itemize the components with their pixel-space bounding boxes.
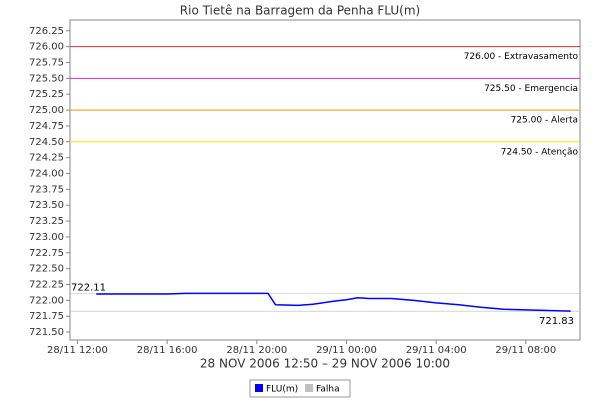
y-tick-label: 721.75 [29,311,64,322]
chart-title: Rio Tietê na Barragem da Penha FLU(m) [180,4,420,18]
x-tick-label: 28/11 20:00 [226,345,287,356]
x-axis-label: 28 NOV 2006 12:50 – 29 NOV 2006 10:00 [200,357,450,371]
threshold-label: 725.50 - Emergencia [484,84,578,94]
y-tick-label: 723.50 [29,200,64,211]
y-tick-label: 723.00 [29,232,64,243]
y-tick-label: 725.75 [29,57,64,68]
plot-area [69,19,581,341]
x-tick-label: 29/11 04:00 [406,345,467,356]
y-tick-label: 722.75 [29,248,64,259]
x-tick-label: 29/11 08:00 [495,345,556,356]
y-tick-label: 725.00 [29,105,64,116]
legend-label: Falha [316,385,340,395]
y-tick-label: 724.75 [29,121,64,132]
y-tick-label: 724.50 [29,137,64,148]
y-tick-label: 725.25 [29,89,64,100]
y-tick-label: 723.75 [29,184,64,195]
legend-label: FLU(m) [266,385,298,395]
y-tick-label: 721.50 [29,327,64,338]
y-tick-label: 726.25 [29,26,64,37]
y-tick-label: 722.25 [29,279,64,290]
x-tick-label: 29/11 00:00 [316,345,377,356]
data-line [96,292,571,312]
threshold-label: 724.50 - Atenção [501,147,579,157]
annotation: 721.83 [539,316,574,327]
y-tick-label: 722.50 [29,264,64,275]
x-tick-label: 28/11 16:00 [137,345,198,356]
threshold-label: 725.00 - Alerta [511,116,578,126]
y-tick-label: 722.00 [29,295,64,306]
legend-swatch [305,384,313,392]
threshold-label: 726.00 - Extravasamento [464,52,579,62]
y-tick-label: 726.00 [29,42,64,53]
legend-box [249,379,351,398]
y-tick-label: 724.25 [29,153,64,164]
annotation: 722.11 [71,282,106,293]
legend-swatch [255,384,263,392]
x-tick-label: 28/11 12:00 [47,345,108,356]
y-tick-label: 724.00 [29,168,64,179]
y-tick-label: 725.50 [29,73,64,84]
y-tick-label: 723.25 [29,216,64,227]
